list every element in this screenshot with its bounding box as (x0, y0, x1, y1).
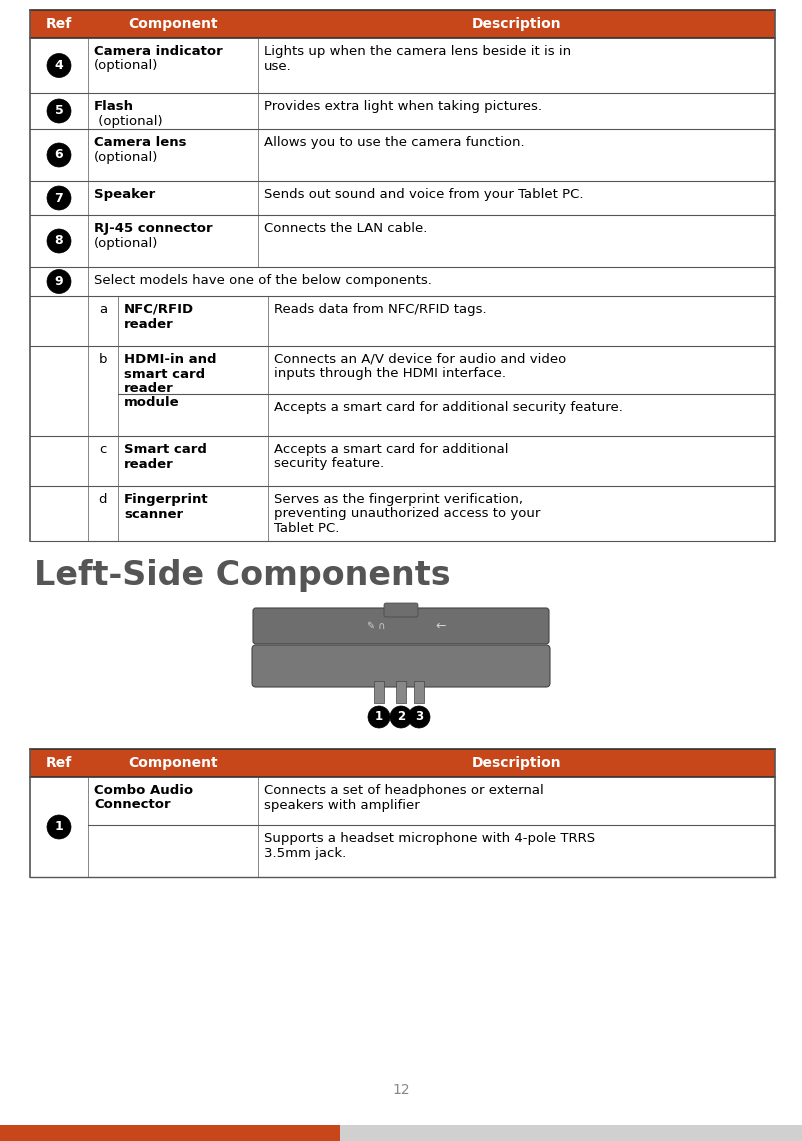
Bar (30, 436, 774, 486)
FancyBboxPatch shape (383, 602, 418, 617)
Text: 9: 9 (55, 275, 63, 288)
Text: use.: use. (264, 59, 291, 73)
Text: Serves as the fingerprint verification,: Serves as the fingerprint verification, (273, 493, 522, 505)
Text: Allows you to use the camera function.: Allows you to use the camera function. (264, 136, 524, 149)
Text: Accepts a smart card for additional security feature.: Accepts a smart card for additional secu… (273, 400, 622, 414)
Text: Camera lens: Camera lens (94, 136, 186, 149)
Text: Fingerprint: Fingerprint (124, 493, 209, 505)
Text: NFC/RFID: NFC/RFID (124, 304, 194, 316)
Text: Connects an A/V device for audio and video: Connects an A/V device for audio and vid… (273, 353, 565, 366)
Text: speakers with amplifier: speakers with amplifier (264, 799, 419, 811)
Text: Flash: Flash (94, 100, 134, 113)
Text: 8: 8 (55, 235, 63, 248)
Text: smart card: smart card (124, 367, 205, 380)
Text: Combo Audio: Combo Audio (94, 784, 193, 798)
Circle shape (407, 706, 429, 728)
Text: (optional): (optional) (94, 114, 163, 128)
Text: Component: Component (128, 756, 217, 770)
Bar (395, 681, 406, 703)
Text: 1: 1 (55, 820, 63, 833)
Circle shape (47, 229, 71, 253)
Text: 3: 3 (415, 711, 423, 723)
Circle shape (47, 269, 71, 293)
Text: Select models have one of the below components.: Select models have one of the below comp… (94, 274, 431, 288)
Text: module: module (124, 397, 180, 410)
Text: inputs through the HDMI interface.: inputs through the HDMI interface. (273, 367, 505, 380)
Text: Connects the LAN cable.: Connects the LAN cable. (264, 222, 427, 235)
Text: preventing unauthorized access to your: preventing unauthorized access to your (273, 508, 540, 520)
Text: Component: Component (128, 17, 217, 31)
Text: reader: reader (124, 317, 173, 331)
Text: RJ-45 connector: RJ-45 connector (94, 222, 213, 235)
FancyBboxPatch shape (253, 608, 549, 644)
Bar (30, 94, 774, 129)
Text: 4: 4 (55, 59, 63, 72)
Bar (30, 748, 774, 777)
Text: HDMI-in and: HDMI-in and (124, 353, 217, 366)
Text: 12: 12 (391, 1083, 409, 1097)
Text: Sends out sound and voice from your Tablet PC.: Sends out sound and voice from your Tabl… (264, 188, 583, 201)
Bar (30, 181, 774, 215)
Text: Ref: Ref (46, 17, 72, 31)
Text: scanner: scanner (124, 508, 183, 520)
Bar (374, 681, 383, 703)
Circle shape (47, 54, 71, 78)
Circle shape (367, 706, 390, 728)
Bar (30, 267, 774, 296)
Text: Provides extra light when taking pictures.: Provides extra light when taking picture… (264, 100, 541, 113)
Text: 7: 7 (55, 192, 63, 204)
Text: 6: 6 (55, 148, 63, 162)
Text: security feature.: security feature. (273, 458, 383, 470)
Text: Speaker: Speaker (94, 188, 155, 201)
Text: (optional): (optional) (94, 151, 158, 163)
Text: 3.5mm jack.: 3.5mm jack. (264, 847, 346, 859)
Text: c: c (99, 443, 107, 456)
Bar (30, 38, 774, 94)
Text: Supports a headset microphone with 4-pole TRRS: Supports a headset microphone with 4-pol… (264, 832, 594, 845)
Text: ✎ ∩: ✎ ∩ (367, 621, 385, 631)
Circle shape (47, 815, 71, 839)
Bar (30, 10, 774, 38)
Bar (30, 129, 774, 181)
Text: Description: Description (471, 17, 561, 31)
Bar (339, 1125, 802, 1141)
Text: b: b (99, 353, 107, 366)
Text: (optional): (optional) (94, 236, 158, 250)
Text: Connects a set of headphones or external: Connects a set of headphones or external (264, 784, 543, 798)
Text: d: d (99, 493, 107, 505)
Text: Lights up when the camera lens beside it is in: Lights up when the camera lens beside it… (264, 44, 570, 58)
Circle shape (47, 99, 71, 123)
Bar (30, 777, 774, 877)
Text: Ref: Ref (46, 756, 72, 770)
Circle shape (47, 186, 71, 210)
Text: 1: 1 (375, 711, 383, 723)
Text: 2: 2 (396, 711, 404, 723)
Text: Accepts a smart card for additional: Accepts a smart card for additional (273, 443, 508, 456)
Bar (0, 1125, 339, 1141)
Text: 5: 5 (55, 105, 63, 118)
Bar (30, 296, 774, 346)
Bar (30, 346, 774, 436)
Bar (30, 215, 774, 267)
FancyBboxPatch shape (252, 645, 549, 687)
Text: (optional): (optional) (94, 59, 158, 73)
Circle shape (390, 706, 411, 728)
Bar (30, 486, 774, 541)
Text: Description: Description (471, 756, 561, 770)
Text: ←: ← (435, 620, 446, 632)
Circle shape (47, 143, 71, 167)
Text: Connector: Connector (94, 799, 170, 811)
Text: Camera indicator: Camera indicator (94, 44, 222, 58)
Text: Tablet PC.: Tablet PC. (273, 521, 339, 535)
Text: Smart card: Smart card (124, 443, 207, 456)
Text: Left-Side Components: Left-Side Components (34, 559, 450, 592)
Text: Reads data from NFC/RFID tags.: Reads data from NFC/RFID tags. (273, 304, 486, 316)
Text: reader: reader (124, 458, 173, 470)
Text: a: a (99, 304, 107, 316)
Bar (414, 681, 423, 703)
Text: reader: reader (124, 382, 173, 395)
